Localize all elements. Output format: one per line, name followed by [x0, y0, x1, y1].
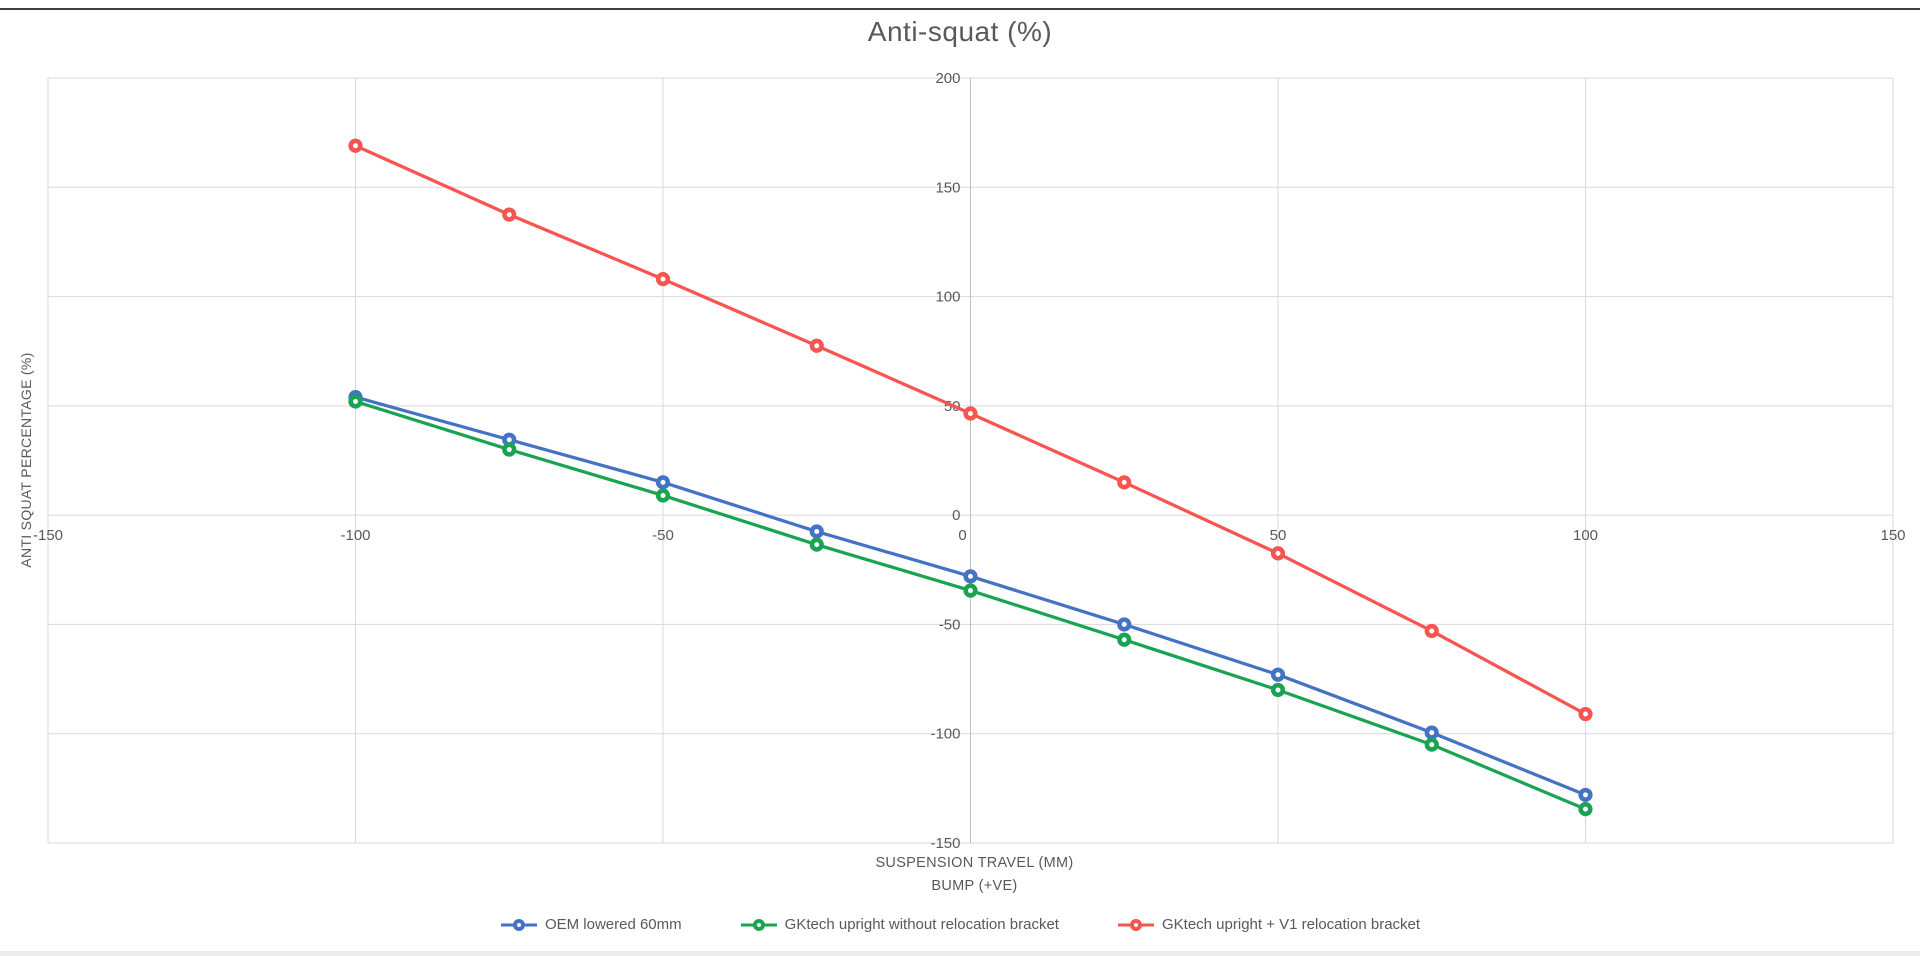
data-point-marker [348, 394, 363, 409]
x-axis-title: SUSPENSION TRAVEL (MM) BUMP (+VE) [52, 852, 1897, 898]
legend-series-marker-icon [1117, 918, 1154, 931]
data-point-marker [655, 475, 671, 490]
data-point-marker [1270, 682, 1286, 698]
data-point-marker [1424, 737, 1439, 752]
data-point-marker [963, 583, 978, 598]
gridlines [47, 77, 1894, 844]
legend-label: GKtech upright + V1 relocation bracket [1161, 916, 1421, 933]
data-point-marker [502, 442, 517, 457]
data-point-marker [1578, 802, 1593, 817]
y-tick-label: -150 [930, 835, 960, 852]
legend-label: OEM lowered 60mm [544, 916, 682, 933]
data-point-marker [1578, 706, 1593, 722]
legend-donut-icon [512, 918, 525, 931]
x-axis-title-line2: BUMP (+VE) [931, 878, 1018, 894]
data-point-marker [809, 338, 824, 353]
x-tick-labels: -150 -100 -50 0 50 100 150 [33, 527, 1906, 544]
y-tick-label: 200 [935, 70, 960, 87]
data-point-marker [963, 569, 978, 584]
series-1 [348, 394, 1593, 817]
x-tick-label: -100 [340, 527, 370, 544]
y-tick-label: 0 [952, 507, 960, 524]
window-top-edge [0, 8, 1920, 10]
data-point-marker [1117, 475, 1132, 490]
data-point-marker [1578, 787, 1593, 803]
x-tick-label: 0 [958, 527, 966, 544]
legend-donut-icon [752, 918, 765, 931]
legend: OEM lowered 60mm GKtech upright without r… [0, 916, 1920, 933]
legend-label: GKtech upright without relocation bracke… [784, 916, 1059, 933]
series-2 [348, 138, 1593, 722]
data-point-marker [1270, 667, 1286, 682]
x-axis-title-line1: SUSPENSION TRAVEL (MM) [875, 855, 1074, 871]
x-tick-label: -150 [33, 527, 63, 544]
data-point-marker [1424, 623, 1439, 639]
data-point-marker [1117, 617, 1132, 632]
y-tick-label: -100 [930, 726, 960, 743]
legend-series-marker-icon [740, 918, 777, 931]
x-tick-label: 150 [1880, 527, 1905, 544]
y-tick-label: 150 [935, 179, 960, 196]
data-point-marker [502, 207, 517, 222]
data-point-marker [1270, 546, 1286, 561]
data-point-marker [655, 271, 671, 287]
data-point-marker [1117, 632, 1132, 647]
legend-item: GKtech upright + V1 relocation bracket [1117, 916, 1420, 933]
bottom-edge [0, 951, 1920, 956]
chart-title: Anti-squat (%) [867, 16, 1053, 47]
y-tick-label: 100 [935, 289, 960, 306]
data-point-marker [655, 488, 671, 503]
legend-item: OEM lowered 60mm [500, 916, 682, 933]
legend-series-marker-icon [500, 918, 537, 931]
data-point-marker [348, 138, 363, 153]
data-point-marker [809, 537, 824, 552]
x-tick-label: -50 [652, 527, 674, 544]
legend-donut-icon [1129, 918, 1142, 931]
y-axis-title: ANTI SQUAT PERCENTAGE (%) [18, 352, 34, 568]
data-point-marker [1424, 725, 1439, 740]
x-tick-label: 100 [1573, 527, 1598, 544]
legend-item: GKtech upright without relocation bracke… [740, 916, 1059, 933]
data-point-marker [809, 524, 824, 539]
x-tick-label: 50 [1270, 527, 1287, 544]
y-tick-label: -50 [939, 616, 961, 633]
data-point-marker [963, 406, 978, 421]
